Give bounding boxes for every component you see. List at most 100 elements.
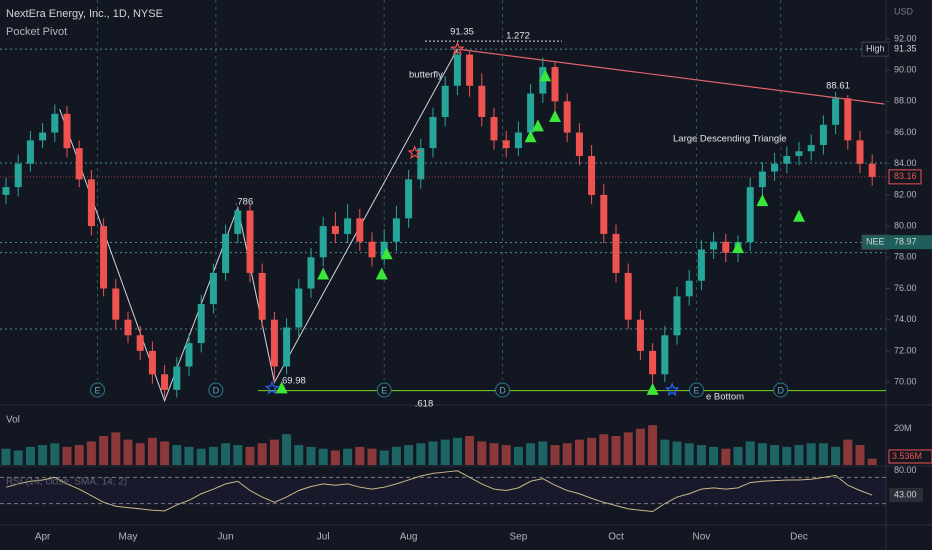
candle-body (722, 241, 730, 253)
event-icon (773, 382, 789, 398)
candle-body (697, 249, 705, 281)
annotation: 88.61 (826, 81, 850, 92)
candle-body (636, 319, 644, 351)
event-label: D (499, 385, 506, 395)
event-label: E (381, 385, 387, 395)
volume-bar (123, 439, 133, 465)
candle-body (441, 85, 449, 117)
volume-bar (648, 425, 658, 465)
volume-bar (233, 445, 243, 465)
star-marker (664, 382, 680, 397)
candle-body (405, 179, 413, 219)
event-label: E (94, 385, 100, 395)
candle-body (575, 132, 583, 156)
candle-body (612, 233, 620, 273)
volume-bar (257, 443, 267, 465)
candle-body (417, 148, 425, 180)
candle-body (270, 319, 278, 367)
volume-bar (709, 446, 719, 465)
candle-body (295, 288, 303, 328)
candle-body (161, 374, 169, 390)
volume-bar (50, 443, 60, 465)
candle-body (14, 163, 22, 188)
rsi-last-label: 43.00 (894, 489, 917, 499)
volume-bar (538, 441, 548, 465)
candle-body (819, 124, 827, 146)
volume-bar (867, 458, 877, 465)
volume-tick-label: 20M (894, 423, 912, 433)
event-label: E (694, 385, 700, 395)
event-icon (376, 382, 392, 398)
rsi-line (5, 470, 873, 513)
star-marker (450, 41, 465, 56)
candle-body (356, 218, 364, 242)
indicator-name: Pocket Pivot (6, 26, 67, 38)
volume-bar (513, 446, 523, 465)
volume-bar (684, 443, 694, 465)
volume-bar (416, 443, 426, 465)
candle-body (502, 140, 510, 149)
candle-body (588, 155, 596, 195)
volume-bar (25, 446, 35, 465)
candle-body (368, 241, 376, 258)
volume-bar (13, 450, 23, 465)
rsi-last-box (889, 488, 923, 503)
candle-body (795, 151, 803, 156)
candle-body (197, 304, 205, 344)
candle-body (39, 132, 47, 141)
signal-marker (646, 382, 659, 395)
volume-bar (672, 441, 682, 465)
event-icon (90, 382, 105, 398)
volume-bar (843, 439, 853, 465)
last-price-label: 83.16 (894, 171, 917, 181)
volume-bar (38, 445, 48, 465)
signal-marker (756, 194, 769, 207)
y-tick-label: 80.00 (894, 221, 917, 231)
volume-bar (611, 436, 621, 465)
annotation: 69.98 (282, 376, 306, 387)
volume-bar (501, 445, 511, 465)
volume-bar (757, 443, 767, 465)
y-tick-label: 76.00 (894, 283, 917, 293)
annotation: 91.35 (450, 27, 474, 38)
annotation: .618 (415, 399, 434, 410)
volume-bar (818, 443, 828, 465)
candle-body (673, 296, 681, 336)
candle-body (600, 194, 608, 234)
candle-body (649, 350, 657, 375)
volume-bar (318, 448, 328, 465)
volume-bar (623, 432, 633, 465)
currency: USD (894, 6, 914, 16)
volume-bar (184, 446, 194, 465)
volume-bar (269, 439, 279, 465)
volume-bar (562, 443, 572, 465)
volume-bar (367, 448, 377, 465)
volume-bar (855, 445, 865, 465)
price-label-value-box (889, 235, 932, 250)
annotation: 1.272 (506, 31, 530, 42)
y-tick-label: 90.00 (894, 65, 917, 75)
volume-bar (196, 448, 206, 465)
annotation: butterfly (409, 70, 443, 81)
volume-bar (86, 441, 96, 465)
candle-body (283, 327, 291, 367)
volume-bar (391, 446, 401, 465)
event-label: D (777, 385, 784, 395)
signal-marker (375, 267, 388, 280)
volume-bar (330, 450, 340, 465)
volume-bar (489, 443, 499, 465)
volume-bar (160, 441, 170, 465)
candle-body (868, 163, 876, 177)
volume-title: Vol (6, 415, 20, 426)
price-label-value: 91.35 (894, 43, 917, 53)
volume-bar (745, 441, 755, 465)
candle-body (685, 280, 693, 297)
candle-body (453, 54, 461, 86)
y-tick-label: 72.00 (894, 345, 917, 355)
y-tick-label: 82.00 (894, 189, 917, 199)
price-label-name: High (866, 43, 885, 53)
candle-body (844, 98, 852, 141)
y-tick-label: 92.00 (894, 33, 917, 43)
candle-body (136, 335, 144, 351)
